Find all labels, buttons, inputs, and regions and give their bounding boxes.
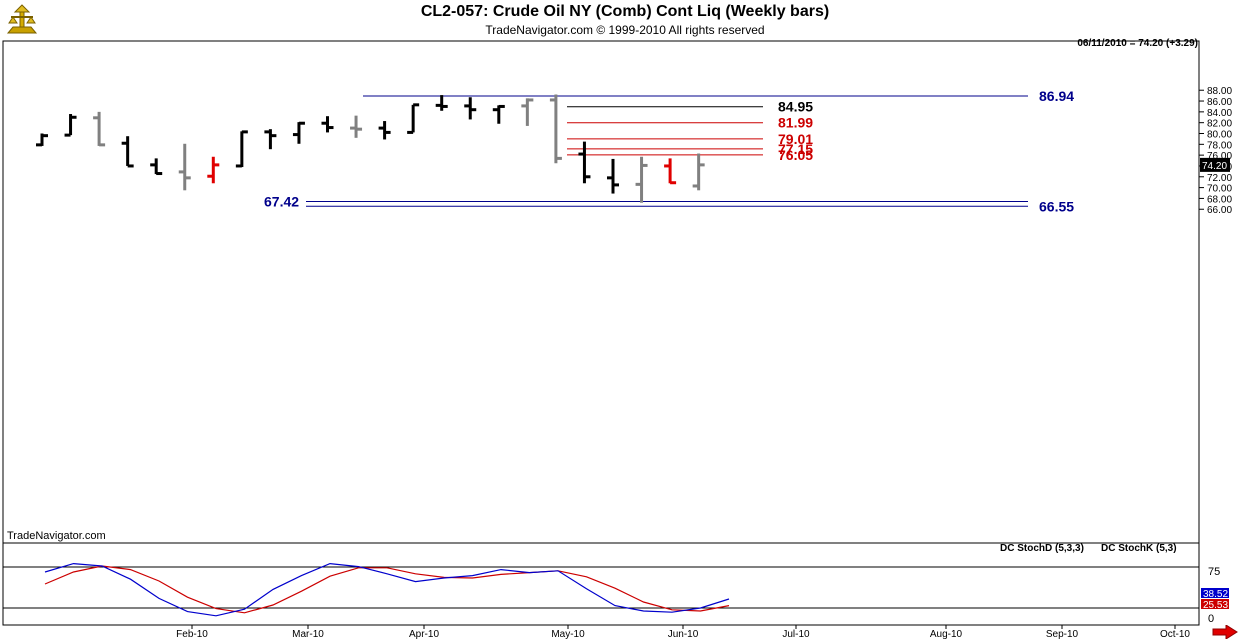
stoch-k-badge [1201,588,1229,598]
ohlc-bars [36,94,705,203]
chart-title: CL2-057: Crude Oil NY (Comb) Cont Liq (W… [420,3,830,20]
scroll-right-arrow-icon[interactable] [1212,625,1238,639]
level-label: 66.55 [1039,198,1074,214]
stochastic-lines [44,562,730,617]
level-label: 77.15 [778,141,813,157]
price-tick-label: 88.00 [1207,86,1232,97]
level-label: 81.99 [778,115,813,131]
stoch-d-line [44,565,730,614]
price-tick-label: 84.00 [1207,108,1232,119]
stoch-level-0-label: 0 [1208,613,1214,625]
level-label: 86.94 [1039,88,1074,104]
level-label: 76.05 [778,147,813,163]
price-tick-label: 76.00 [1207,151,1232,162]
time-tick-label: May-10 [551,629,585,640]
time-axis-ticks: Feb-10 Mar-10 Apr-10 May-10 Jun-10 Jul-10 Aug-… [176,625,1190,640]
level-label: 67.42 [264,194,299,210]
level-label: 79.01 [778,131,813,147]
price-tick-label: 68.00 [1207,194,1232,205]
last-price-label: 74.20 [1202,161,1227,172]
time-tick-label: Aug-10 [930,629,963,640]
last-price-stamp: 06/11/2010 = 74.20 (+3.29) [1077,38,1198,49]
watermark: TradeNavigator.com [7,530,106,542]
time-tick-label: Jul-10 [782,629,810,640]
price-panel [2,40,1200,544]
price-tick-label: 70.00 [1207,184,1232,195]
level-label: 84.95 [778,99,813,115]
time-tick-label: Mar-10 [292,629,324,640]
price-tick-label: 72.00 [1207,173,1232,184]
time-tick-label: Jun-10 [668,629,699,640]
tradenavigator-logo-icon [6,4,38,34]
stoch-level-75-label: 75 [1208,566,1220,578]
stoch-d-badge [1201,599,1229,609]
stoch-k-legend: DC StochK (5,3) [1101,543,1177,554]
indicator-panel [2,542,1200,626]
last-price-box [1200,157,1230,172]
price-axis-ticks: 66.0068.0070.0072.0074.0076.0078.0080.00… [1199,86,1232,216]
chart-subtitle: TradeNavigator.com © 1999-2010 All right… [485,23,765,37]
last-price-marker: 74.20 [1200,157,1230,172]
time-tick-label: Oct-10 [1160,629,1190,640]
price-tick-label: 66.00 [1207,205,1232,216]
stoch-d-legend: DC StochD (5,3,3) [1000,543,1084,554]
time-tick-label: Apr-10 [409,629,439,640]
stoch-k-line [44,562,730,617]
price-tick-label: 86.00 [1207,97,1232,108]
price-tick-label: 80.00 [1207,130,1232,141]
time-tick-label: Feb-10 [176,629,208,640]
price-tick-label: 82.00 [1207,119,1232,130]
time-tick-label: Sep-10 [1046,629,1079,640]
stoch-d-badge-text: 25.53 [1203,600,1228,611]
price-tick-label: 78.00 [1207,140,1232,151]
stoch-k-badge-text: 38.52 [1203,589,1228,600]
